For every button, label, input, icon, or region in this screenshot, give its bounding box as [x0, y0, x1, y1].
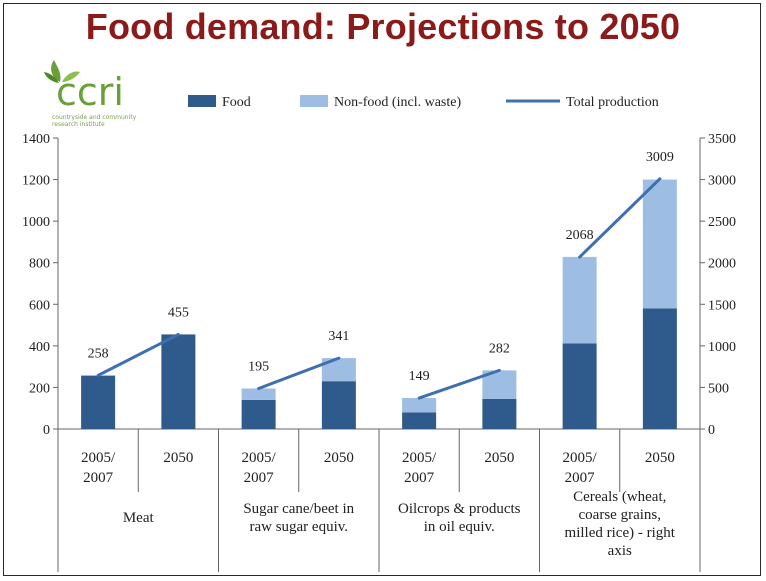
period-label: 2005/: [242, 450, 277, 466]
period-label: 2050: [645, 450, 675, 466]
period-label: 2007: [244, 470, 275, 486]
period-label: 2005/: [402, 450, 437, 466]
legend-label-food: Food: [222, 95, 251, 110]
category-label: Sugar cane/beet in: [243, 501, 354, 517]
period-label: 2005/: [563, 450, 598, 466]
period-label: 2007: [404, 470, 435, 486]
slide-frame: [3, 3, 761, 576]
legend-swatch-nonfood: [300, 95, 328, 107]
period-label: 2007: [565, 470, 596, 486]
total-data-label: 195: [248, 359, 269, 374]
left-tick-label: 600: [29, 298, 50, 313]
bar-food: [562, 343, 597, 429]
right-tick-label: 500: [708, 381, 729, 396]
total-data-label: 2068: [566, 228, 594, 243]
right-tick-label: 1000: [708, 340, 736, 355]
total-data-label: 341: [328, 329, 349, 344]
logo-tagline: countryside and community research insti…: [52, 114, 137, 128]
logo-text: ccri: [56, 70, 124, 114]
category-label: Meat: [123, 510, 155, 526]
total-data-label: 3009: [646, 150, 674, 165]
total-production-line: [96, 332, 180, 377]
bar-nonfood: [402, 398, 437, 413]
left-tick-label: 800: [29, 257, 50, 272]
bar-food: [81, 375, 116, 429]
category-label: milled rice) - right: [565, 525, 676, 541]
ccri-logo: ccri countryside and community research …: [42, 56, 162, 136]
bar-food: [321, 381, 356, 429]
bar-food: [241, 399, 276, 429]
period-label: 2005/: [81, 450, 116, 466]
category-label: axis: [608, 543, 632, 559]
bar-food: [642, 308, 677, 429]
leaf-icon: [44, 60, 80, 83]
legend-label-nonfood: Non-food (incl. waste): [334, 95, 461, 110]
total-production-line: [578, 177, 662, 259]
total-data-label: 149: [409, 369, 430, 384]
bar-nonfood: [241, 388, 276, 400]
right-tick-label: 2500: [708, 215, 736, 230]
left-tick-label: 1200: [22, 174, 50, 189]
left-tick-label: 200: [29, 381, 50, 396]
total-data-label: 455: [168, 305, 189, 320]
right-tick-label: 2000: [708, 257, 736, 272]
total-data-label: 258: [88, 346, 109, 361]
total-data-label: 282: [489, 341, 510, 356]
bar-nonfood: [321, 358, 356, 382]
left-tick-label: 1400: [22, 132, 50, 147]
right-tick-label: 3000: [708, 174, 736, 189]
legend-swatch-food: [188, 95, 216, 107]
left-tick-label: 400: [29, 340, 50, 355]
category-label: Cereals (wheat,: [573, 489, 666, 505]
right-tick-label: 3500: [708, 132, 736, 147]
bar-nonfood: [642, 179, 677, 309]
right-tick-label: 0: [708, 423, 715, 438]
period-label: 2050: [163, 450, 193, 466]
left-tick-label: 0: [43, 423, 50, 438]
page-title: Food demand: Projections to 2050: [85, 6, 681, 47]
period-label: 2050: [484, 450, 514, 466]
total-production-line: [257, 356, 341, 390]
category-label: raw sugar equiv.: [249, 519, 348, 535]
category-label: Oilcrops & products: [398, 501, 521, 517]
right-tick-label: 1500: [708, 298, 736, 313]
period-label: 2050: [324, 450, 354, 466]
category-label: coarse grains,: [579, 507, 661, 523]
bar-food: [402, 412, 437, 429]
bar-nonfood: [562, 256, 597, 344]
total-production-line: [417, 368, 501, 400]
period-label: 2007: [83, 470, 114, 486]
legend-label-total: Total production: [566, 95, 659, 110]
left-tick-label: 1000: [22, 215, 50, 230]
bar-food: [482, 398, 517, 429]
category-label: in oil equiv.: [424, 519, 495, 535]
bar-food: [161, 334, 196, 429]
